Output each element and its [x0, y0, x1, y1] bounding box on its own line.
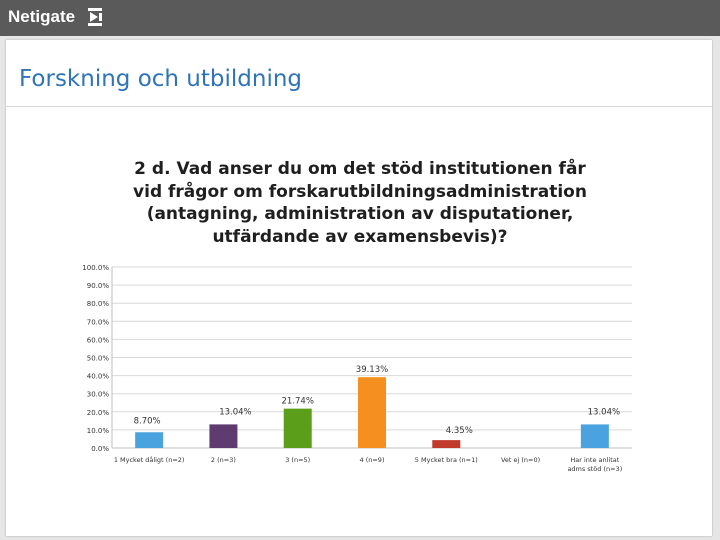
header-bar: Netigate [0, 0, 720, 36]
bar [432, 440, 461, 448]
x-tick-label: 5 Mycket bra (n=1) [415, 456, 478, 464]
bar [358, 377, 386, 448]
bar [580, 424, 609, 448]
title-divider [6, 106, 712, 107]
bar [209, 424, 238, 448]
y-tick-label: 70.0% [87, 318, 110, 326]
x-tick-label: 1 Mycket dåligt (n=2) [114, 455, 185, 464]
slide-canvas [6, 40, 712, 536]
data-label: 13.04% [588, 407, 620, 417]
chart-title: 2 d. Vad anser du om det stöd institutio… [133, 159, 587, 247]
data-label: 8.70% [134, 416, 161, 426]
y-tick-label: 10.0% [87, 427, 110, 435]
y-tick-label: 20.0% [87, 409, 110, 417]
x-tick-label: Har inte anlitat [570, 456, 619, 464]
brand-logo: Netigate [8, 7, 76, 26]
data-label: 39.13% [356, 365, 388, 375]
y-tick-label: 0.0% [91, 445, 109, 453]
data-label: 21.74% [282, 397, 314, 407]
bar [283, 408, 312, 448]
x-tick-label: Vet ej (n=0) [501, 456, 540, 464]
y-tick-label: 90.0% [87, 282, 110, 290]
y-tick-label: 30.0% [87, 391, 110, 399]
y-tick-label: 80.0% [87, 300, 110, 308]
x-tick-label: 2 (n=3) [211, 456, 236, 464]
y-tick-label: 60.0% [87, 336, 110, 344]
y-tick-label: 100.0% [82, 264, 109, 272]
data-label: 13.04% [219, 407, 251, 417]
slide-title: Forskning och utbildning [19, 66, 303, 92]
x-tick-label: 4 (n=9) [360, 456, 385, 464]
y-tick-label: 50.0% [87, 355, 110, 363]
bar [135, 432, 164, 448]
x-tick-label: 3 (n=5) [285, 456, 310, 464]
netigate-mark-icon [88, 8, 102, 26]
y-tick-label: 40.0% [87, 373, 110, 381]
data-label: 4.35% [446, 426, 473, 436]
x-tick-label: adms stöd (n=3) [567, 465, 622, 473]
